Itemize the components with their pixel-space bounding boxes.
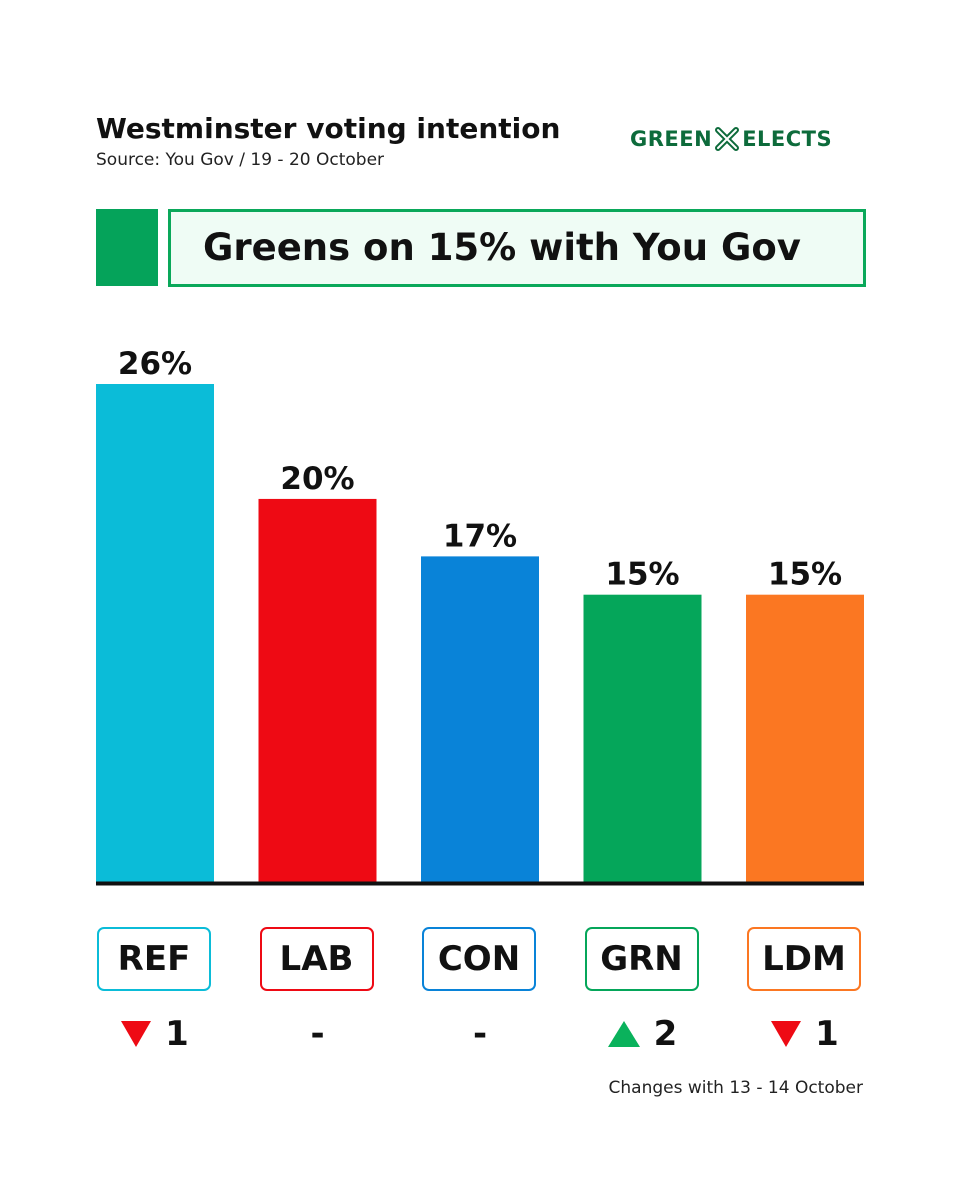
value-label-grn: 15%	[605, 557, 679, 593]
greenelects-logo: GREEN ELECTS	[630, 126, 832, 152]
change-con: -	[421, 1010, 539, 1058]
value-label-ldm: 15%	[768, 557, 842, 593]
bar-lab	[258, 498, 377, 882]
change-value: -	[472, 1014, 488, 1054]
value-label-lab: 20%	[280, 461, 354, 497]
banner-accent-square	[96, 209, 158, 286]
change-lab: -	[259, 1010, 377, 1058]
party-label-ldm: LDM	[747, 927, 861, 991]
down-triangle-icon	[771, 1021, 802, 1047]
bar-ref	[96, 384, 214, 882]
bar-ldm	[746, 594, 864, 882]
change-value: 2	[653, 1014, 678, 1054]
bar-grn	[583, 594, 702, 882]
change-value: -	[310, 1014, 325, 1054]
change-value: 1	[815, 1014, 839, 1054]
value-label-con: 17%	[443, 518, 517, 554]
party-label-ref: REF	[97, 927, 211, 991]
logo-text-green: GREEN	[630, 127, 713, 151]
logo-text-elects: ELECTS	[742, 127, 833, 151]
changes-footnote: Changes with 13 - 14 October	[608, 1078, 863, 1098]
party-label-lab: LAB	[259, 927, 374, 991]
bar-chart: 26% 20% 17% 15% 15%	[96, 346, 864, 886]
change-ldm: 1	[746, 1010, 864, 1058]
value-label-ref: 26%	[118, 346, 192, 382]
bar-con	[421, 556, 539, 882]
party-label-con: CON	[422, 927, 536, 991]
headline-text: Greens on 15% with You Gov	[203, 226, 801, 269]
party-label-grn: GRN	[584, 927, 699, 991]
chart-title: Westminster voting intention	[96, 112, 561, 145]
up-triangle-icon	[607, 1021, 640, 1047]
change-ref: 1	[96, 1010, 214, 1058]
down-triangle-icon	[121, 1021, 152, 1047]
change-value: 1	[165, 1014, 189, 1054]
headline-banner: Greens on 15% with You Gov	[168, 209, 866, 287]
source-text: Source: You Gov / 19 - 20 October	[96, 150, 385, 170]
change-grn: 2	[584, 1010, 702, 1058]
cross-icon	[714, 126, 740, 152]
